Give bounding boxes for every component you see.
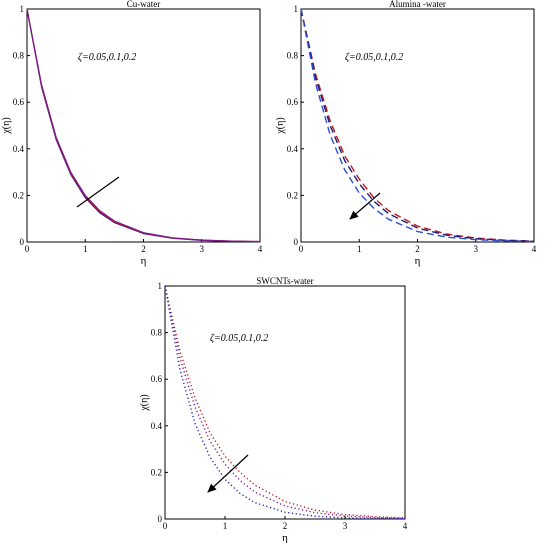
- series-line-1: [164, 285, 406, 519]
- y-tick-label: 0.6: [151, 374, 163, 384]
- plot-frame: [164, 285, 406, 520]
- y-tick-label: 0.6: [13, 97, 25, 107]
- x-tick-label: 1: [357, 244, 362, 254]
- y-tick-label: 0.2: [13, 190, 24, 200]
- y-tick-label: 0.8: [287, 51, 299, 61]
- y-tick-label: 0: [158, 514, 163, 524]
- y-axis-label: χ(η): [275, 117, 286, 134]
- y-tick-label: 0: [294, 237, 299, 247]
- y-tick-label: 0.8: [151, 328, 163, 338]
- x-axis-label: η: [282, 532, 288, 543]
- y-tick-label: 0.4: [151, 421, 163, 431]
- x-tick-label: 4: [532, 244, 537, 254]
- zeta-annotation: ζ=0.05,0.1,0.2: [210, 333, 268, 344]
- y-tick-label: 0.6: [287, 97, 299, 107]
- series-line-3: [300, 8, 535, 243]
- zeta-annotation: ζ=0.05,0.1,0.2: [78, 52, 136, 63]
- chart-panel-3: SWCNTs-water 0 1 2 3 4 0 0.2 0.4 0.6 0.8 1 η χ(η) ζ=0.…: [139, 276, 408, 543]
- x-tick-label: 2: [415, 244, 420, 254]
- x-tick-label: 0: [25, 244, 30, 254]
- x-tick-label: 0: [299, 244, 304, 254]
- x-tick-label: 2: [141, 244, 146, 254]
- plot-frame: [300, 8, 535, 243]
- chart-panel-2: Alumina -water 0 1 2 3 4 0 0.2 0.4 0.6 0.8 1 η χ(η) ζ=…: [275, 0, 537, 267]
- y-tick-label: 0.4: [13, 144, 25, 154]
- series-line-2: [300, 8, 535, 242]
- chart-panel-1: Cu-water 0 1 2 3 4 0 0.2 0.4 0.6 0.8 1 η χ(η) ζ=0.05,0…: [1, 0, 263, 267]
- chart-title: Cu-water: [127, 0, 161, 9]
- y-tick-label: 1: [158, 281, 163, 291]
- x-tick-label: 0: [163, 521, 168, 531]
- chart-title: Alumina -water: [389, 0, 446, 9]
- trend-line: [76, 176, 120, 208]
- y-tick-label: 0.2: [151, 467, 162, 477]
- x-tick-label: 2: [283, 521, 288, 531]
- series-line-2: [164, 285, 406, 519]
- x-tick-label: 3: [200, 244, 205, 254]
- series-line-3: [164, 285, 406, 520]
- x-axis-label: η: [141, 255, 147, 267]
- y-tick-label: 0.4: [287, 144, 299, 154]
- y-axis-label: χ(η): [139, 394, 150, 411]
- y-axis-label: χ(η): [1, 117, 12, 134]
- y-tick-label: 1: [20, 4, 25, 14]
- y-tick-label: 1: [294, 4, 299, 14]
- x-tick-label: 4: [403, 521, 408, 531]
- trend-arrow: [349, 192, 381, 220]
- zeta-annotation: ζ=0.05,0.1,0.2: [345, 52, 403, 63]
- plot-frame: [26, 8, 261, 243]
- series-line-1: [26, 8, 261, 243]
- x-tick-label: 1: [83, 244, 88, 254]
- x-tick-label: 3: [343, 521, 348, 531]
- series-line-3: [26, 8, 261, 243]
- series-line-2: [26, 8, 261, 243]
- y-tick-label: 0: [20, 237, 25, 247]
- x-tick-label: 4: [258, 244, 263, 254]
- y-tick-label: 0.2: [287, 190, 298, 200]
- trend-arrow: [207, 454, 249, 493]
- x-axis-label: η: [415, 255, 421, 267]
- series-line-1: [300, 8, 535, 242]
- chart-title: SWCNTs-water: [256, 276, 313, 286]
- x-tick-label: 1: [223, 521, 228, 531]
- x-tick-label: 3: [474, 244, 479, 254]
- y-tick-label: 0.8: [13, 51, 25, 61]
